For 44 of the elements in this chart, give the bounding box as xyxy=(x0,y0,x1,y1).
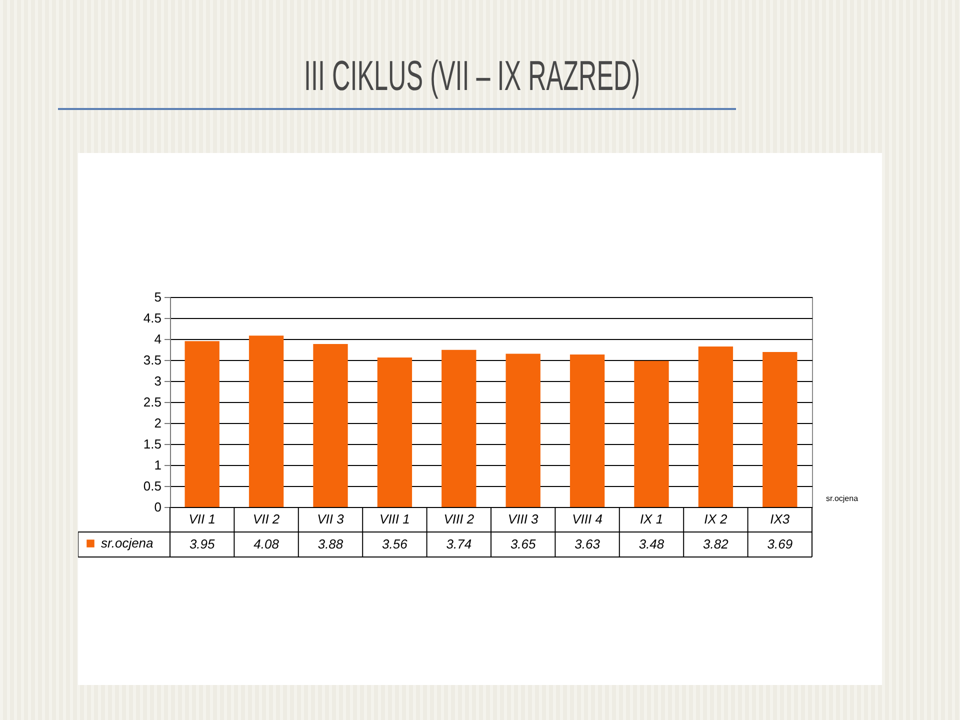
bar xyxy=(762,352,798,507)
legend-label: sr.ocjena xyxy=(101,536,154,550)
y-tick-label: 4 xyxy=(154,332,162,346)
y-tick-label: 2 xyxy=(154,416,162,430)
y-tick-label: 4.5 xyxy=(143,310,162,326)
text: sr.ocjena xyxy=(826,494,858,503)
bar xyxy=(313,344,348,507)
y-tick-label: 0.5 xyxy=(143,478,162,494)
data-label: 3.65 xyxy=(510,536,537,552)
bar xyxy=(442,350,476,507)
bar xyxy=(698,346,734,507)
y-tick-label: 5 xyxy=(154,290,162,304)
bar xyxy=(184,341,220,507)
x-tick-label: IX 1 xyxy=(640,512,664,526)
data-label: 3.95 xyxy=(189,536,216,552)
y-tick-label: 1 xyxy=(154,458,162,472)
data-label: 3.69 xyxy=(767,536,793,552)
x-tick-label: IX3 xyxy=(770,512,790,526)
data-label: 3.56 xyxy=(382,536,408,552)
x-tick-label: VIII 4 xyxy=(572,512,602,526)
y-tick-label: 1.5 xyxy=(143,436,162,452)
x-tick-label: IX 2 xyxy=(704,512,728,526)
data-label: 3.88 xyxy=(318,536,344,552)
x-tick-label: VIII 1 xyxy=(380,512,410,526)
x-tick-label: VII 2 xyxy=(252,512,280,526)
data-label: 4.08 xyxy=(254,536,280,552)
data-label: 3.63 xyxy=(574,536,601,552)
bar xyxy=(506,354,540,507)
data-label: 3.48 xyxy=(638,536,665,552)
x-tick-label: VIII 3 xyxy=(508,512,540,526)
chart-title: III CIKLUS (VII – IX RAZRED) xyxy=(304,52,640,99)
data-label: 3.82 xyxy=(703,536,730,552)
y-tick-label: 3 xyxy=(154,374,162,388)
y-tick-label: 0 xyxy=(154,500,162,514)
x-tick-label: VII 1 xyxy=(188,512,216,526)
x-tick-label: VIII 2 xyxy=(444,512,475,526)
data-label: 3.74 xyxy=(446,536,472,552)
x-tick-label: VII 3 xyxy=(317,512,345,526)
bar xyxy=(248,336,284,507)
y-tick-label: 2.5 xyxy=(143,394,162,410)
bar xyxy=(634,360,669,507)
bar xyxy=(377,357,412,507)
y-tick-label: 3.5 xyxy=(143,352,162,368)
bar xyxy=(570,354,605,507)
